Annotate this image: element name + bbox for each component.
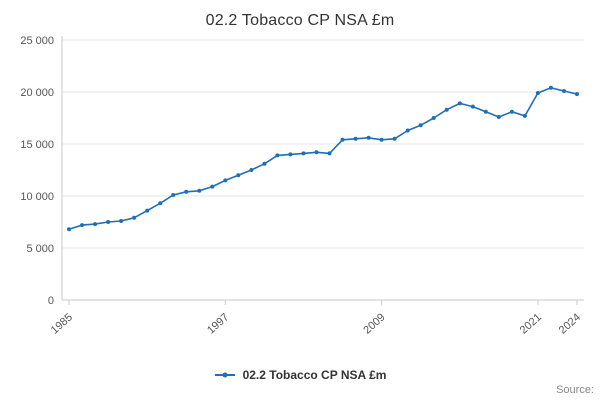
data-point [405, 128, 410, 133]
data-point [496, 115, 501, 119]
x-tick-label: 1997 [205, 311, 231, 336]
chart-title: 02.2 Tobacco CP NSA £m [205, 12, 395, 29]
legend-marker-icon [214, 372, 235, 378]
data-point [93, 222, 98, 227]
y-tick-label: 10 000 [20, 191, 54, 203]
data-point [301, 151, 306, 156]
x-axis-labels: 1985 1997 2009 2021 2024 [49, 311, 583, 336]
data-point [509, 109, 514, 114]
data-point [106, 220, 111, 224]
legend: 02.2 Tobacco CP NSA £m [0, 368, 600, 382]
series-markers [67, 85, 579, 232]
y-tick-label: 15 000 [20, 139, 54, 151]
data-point [132, 215, 137, 220]
data-point [119, 219, 124, 223]
data-point [288, 152, 293, 157]
x-tick-label: 2021 [518, 311, 544, 336]
data-point [314, 150, 319, 155]
data-point [340, 137, 345, 142]
data-point [470, 104, 475, 109]
x-tick-label: 1985 [49, 311, 75, 336]
data-point [197, 188, 202, 193]
series-path [68, 87, 578, 231]
data-point [522, 113, 527, 118]
y-axis-labels: 0 5 000 10 000 15 000 20 000 25 000 [20, 35, 54, 307]
data-point [262, 161, 267, 166]
data-point [431, 116, 436, 120]
gridlines [62, 39, 584, 301]
y-tick-label: 0 [48, 295, 54, 307]
data-point [366, 135, 371, 140]
data-point [379, 137, 384, 142]
axes [61, 36, 578, 305]
data-point [575, 92, 579, 97]
data-point [171, 193, 176, 197]
data-point [444, 107, 449, 112]
data-point [457, 101, 462, 106]
legend-item[interactable]: 02.2 Tobacco CP NSA £m [214, 368, 387, 382]
data-point [67, 227, 71, 232]
source-note: Source: [556, 384, 594, 396]
y-tick-label: 20 000 [20, 87, 54, 99]
data-point [80, 223, 84, 228]
data-point [158, 201, 163, 206]
x-tick-label: 2024 [557, 311, 583, 336]
data-point [249, 168, 254, 172]
data-point [184, 189, 189, 194]
series-line [68, 87, 578, 231]
y-tick-label: 25 000 [20, 35, 54, 47]
y-tick-label: 5 000 [26, 243, 54, 255]
data-point [392, 136, 397, 141]
data-point [236, 173, 241, 178]
data-point [353, 136, 358, 141]
data-point [535, 91, 540, 95]
data-point [145, 208, 150, 213]
data-point [483, 109, 488, 114]
data-point [275, 153, 280, 158]
line-chart: 0 5 000 10 000 15 000 20 000 25 000 1985 1997 20… [20, 35, 584, 337]
data-point [418, 123, 423, 128]
data-point [210, 184, 215, 189]
data-point [327, 151, 332, 156]
data-point [548, 85, 553, 90]
x-tick-label: 2009 [361, 311, 387, 336]
data-point [223, 178, 228, 183]
data-point [562, 89, 566, 93]
legend-series-label: 02.2 Tobacco CP NSA £m [242, 368, 387, 382]
